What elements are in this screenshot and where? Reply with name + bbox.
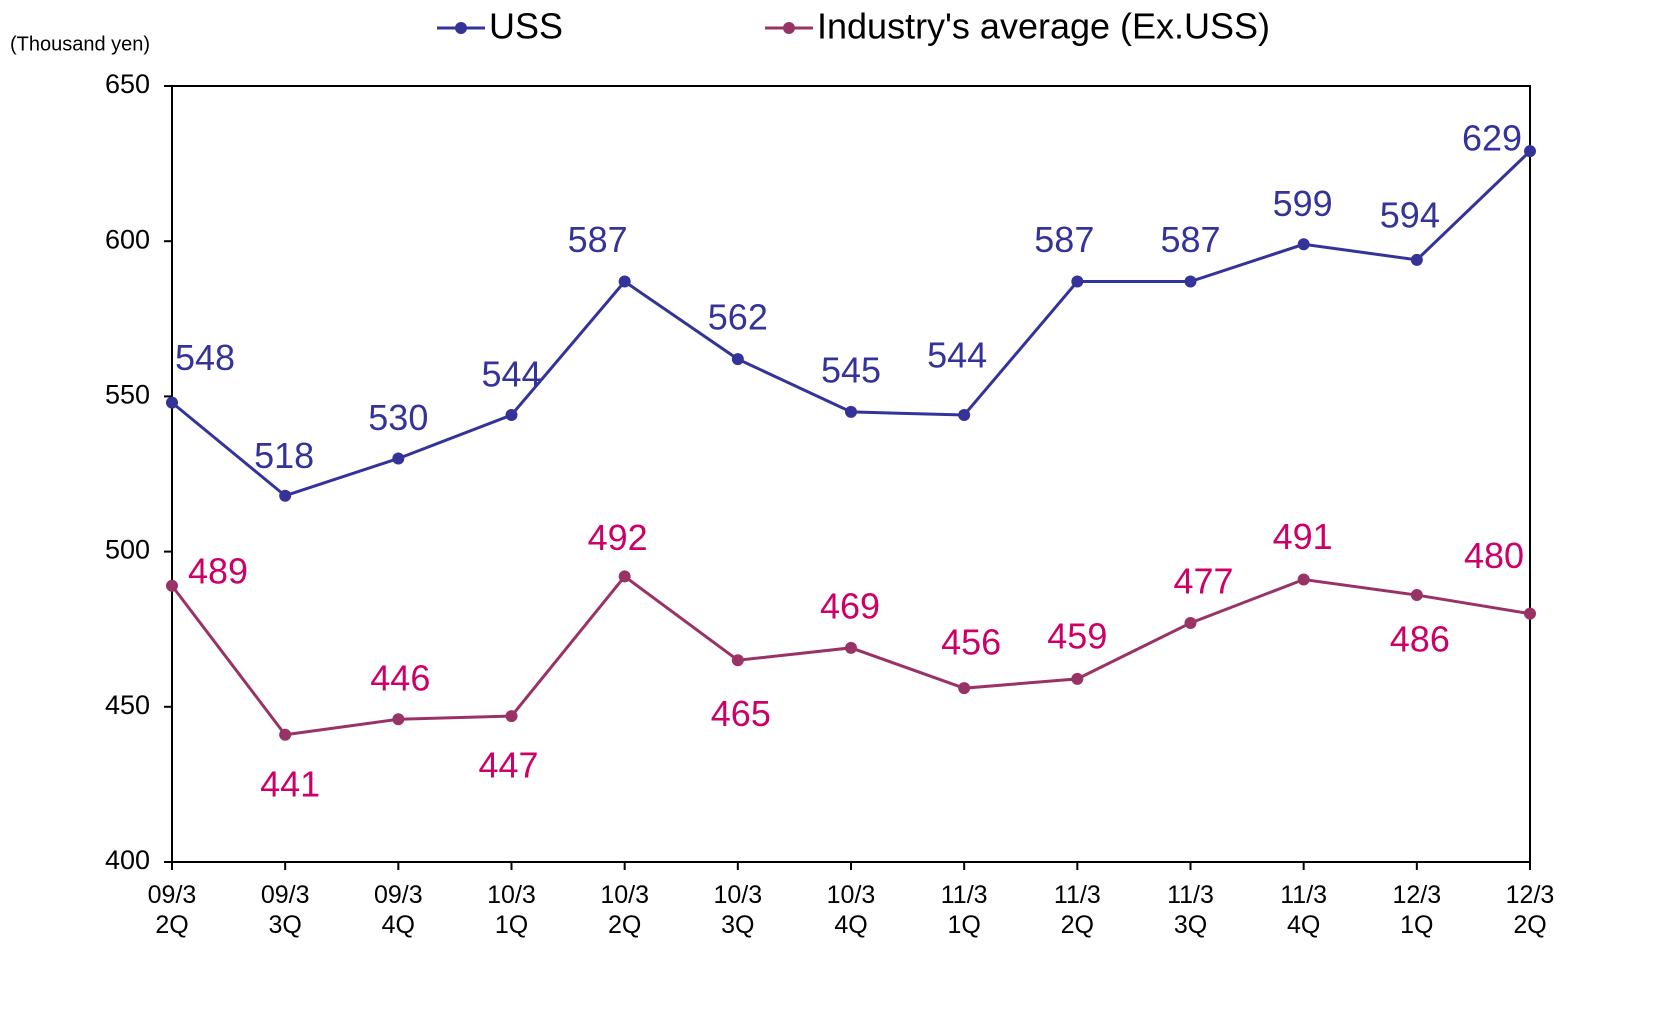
y-axis-label: (Thousand yen) xyxy=(10,33,150,55)
x-tick-label: 10/3 1Q xyxy=(487,881,536,939)
data-label: 599 xyxy=(1273,183,1333,224)
data-label: 446 xyxy=(370,658,430,699)
data-label: 545 xyxy=(821,349,881,390)
data-label: 629 xyxy=(1462,118,1522,159)
point xyxy=(618,570,631,583)
point xyxy=(1071,275,1084,288)
y-tick-label: 650 xyxy=(105,69,150,99)
data-label: 587 xyxy=(1034,219,1094,260)
point xyxy=(731,353,744,366)
data-label: 587 xyxy=(568,219,628,260)
point xyxy=(279,489,292,502)
point xyxy=(618,275,631,288)
point xyxy=(1071,672,1084,685)
x-tick-label: 10/3 3Q xyxy=(713,881,762,939)
data-label: 544 xyxy=(481,354,541,395)
point xyxy=(279,728,292,741)
data-label: 465 xyxy=(711,693,771,734)
y-tick-label: 500 xyxy=(105,535,150,565)
x-tick-label: 10/3 4Q xyxy=(827,881,876,939)
point xyxy=(1410,253,1423,266)
data-label: 530 xyxy=(368,397,428,438)
point xyxy=(958,409,971,422)
y-tick-label: 450 xyxy=(105,690,150,720)
data-label: 459 xyxy=(1047,615,1107,656)
point xyxy=(392,452,405,465)
point xyxy=(1410,589,1423,602)
x-tick-label: 11/3 1Q xyxy=(941,881,988,939)
data-label: 594 xyxy=(1380,194,1440,235)
data-label: 562 xyxy=(708,297,768,338)
x-tick-label: 10/3 2Q xyxy=(600,881,649,939)
data-label: 441 xyxy=(260,763,320,804)
data-label: 492 xyxy=(588,517,648,558)
y-tick-label: 400 xyxy=(105,845,150,875)
point xyxy=(1297,573,1310,586)
legend-label: USS xyxy=(489,6,563,47)
point xyxy=(1184,275,1197,288)
y-tick-label: 550 xyxy=(105,380,150,410)
x-tick-label: 11/3 2Q xyxy=(1054,881,1101,939)
data-label: 456 xyxy=(941,622,1001,663)
data-label: 518 xyxy=(254,435,314,476)
data-label: 587 xyxy=(1160,219,1220,260)
x-tick-label: 12/3 1Q xyxy=(1392,881,1441,939)
legend-marker xyxy=(455,22,467,34)
point xyxy=(1297,238,1310,251)
data-label: 486 xyxy=(1390,619,1450,660)
y-tick-label: 600 xyxy=(105,224,150,254)
point xyxy=(958,682,971,695)
point xyxy=(392,713,405,726)
x-tick-label: 11/3 3Q xyxy=(1167,881,1214,939)
data-label: 447 xyxy=(478,745,538,786)
legend-marker xyxy=(783,22,795,34)
x-tick-label: 12/3 2Q xyxy=(1506,881,1555,939)
point xyxy=(1524,607,1536,620)
point xyxy=(1184,616,1197,629)
data-label: 548 xyxy=(175,337,235,378)
x-tick-label: 09/3 3Q xyxy=(261,881,310,939)
x-tick-label: 09/3 4Q xyxy=(374,881,423,939)
data-label: 489 xyxy=(188,550,248,591)
point xyxy=(845,405,857,418)
data-label: 544 xyxy=(927,335,987,376)
point xyxy=(731,654,744,667)
point xyxy=(166,396,178,409)
data-label: 477 xyxy=(1173,561,1233,602)
point xyxy=(1524,145,1536,158)
x-tick-label: 09/3 2Q xyxy=(148,881,197,939)
point xyxy=(845,641,857,654)
data-label: 491 xyxy=(1273,516,1333,557)
point xyxy=(505,409,518,422)
x-tick-label: 11/3 4Q xyxy=(1280,881,1327,939)
legend-label: Industry's average (Ex.USS) xyxy=(817,6,1270,47)
point xyxy=(505,710,518,723)
data-label: 469 xyxy=(820,585,880,626)
data-label: 480 xyxy=(1464,535,1524,576)
point xyxy=(166,579,178,592)
